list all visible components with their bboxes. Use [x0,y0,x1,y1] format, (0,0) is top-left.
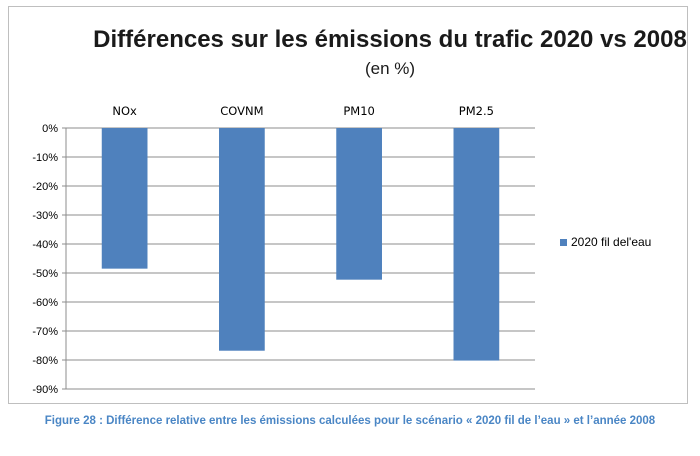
category-label: NOx [112,104,137,118]
figure-caption: Figure 28 : Différence relative entre le… [44,415,656,427]
bar [453,128,500,361]
y-tick-label: -70% [32,326,58,338]
bar [101,128,148,269]
y-tick-labels: 0% -10% -20% -30% -40% -50% -60% -70% -80% -90% [32,123,58,396]
legend-swatch [560,239,567,246]
y-tick-label: -10% [32,152,58,164]
y-tick-label: -80% [32,355,58,367]
category-label: PM2.5 [459,104,494,118]
chart-frame: Différences sur les émissions du trafic … [8,6,688,404]
bar-chart: Différences sur les émissions du trafic … [32,26,687,396]
bar [219,128,265,351]
legend: 2020 fil del'eau [560,235,651,249]
bar [336,128,382,280]
legend-label: 2020 fil del'eau [571,235,651,249]
category-label: COVNM [220,104,263,118]
y-tick-label: 0% [42,123,58,135]
y-tick-label: -50% [32,268,58,280]
y-tick-label: -90% [32,384,58,396]
y-tick-label: -30% [32,210,58,222]
axes [62,127,67,390]
y-tick-label: -20% [32,181,58,193]
category-labels: NOx COVNM PM10 PM2.5 [112,104,494,118]
chart-subtitle: (en %) [365,59,415,78]
chart-title: Différences sur les émissions du trafic … [93,26,687,53]
bars [101,128,500,361]
y-tick-label: -40% [32,239,58,251]
y-tick-label: -60% [32,297,58,309]
category-label: PM10 [343,104,375,118]
